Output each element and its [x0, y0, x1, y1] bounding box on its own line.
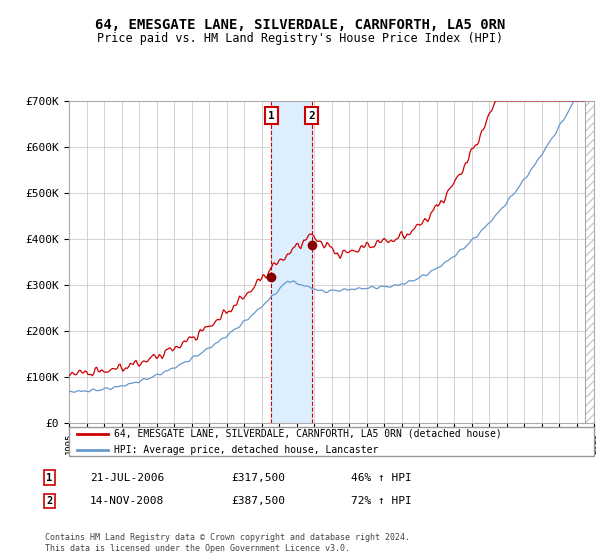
- Text: £317,500: £317,500: [231, 473, 285, 483]
- Text: HPI: Average price, detached house, Lancaster: HPI: Average price, detached house, Lanc…: [113, 445, 378, 455]
- Text: Price paid vs. HM Land Registry's House Price Index (HPI): Price paid vs. HM Land Registry's House …: [97, 32, 503, 45]
- Text: £387,500: £387,500: [231, 496, 285, 506]
- Text: 64, EMESGATE LANE, SILVERDALE, CARNFORTH, LA5 0RN (detached house): 64, EMESGATE LANE, SILVERDALE, CARNFORTH…: [113, 429, 502, 438]
- Text: 64, EMESGATE LANE, SILVERDALE, CARNFORTH, LA5 0RN: 64, EMESGATE LANE, SILVERDALE, CARNFORTH…: [95, 18, 505, 32]
- Bar: [271, 101, 312, 423]
- Text: 46% ↑ HPI: 46% ↑ HPI: [351, 473, 412, 483]
- Text: 72% ↑ HPI: 72% ↑ HPI: [351, 496, 412, 506]
- Text: 2: 2: [308, 110, 315, 120]
- Text: Contains HM Land Registry data © Crown copyright and database right 2024.
This d: Contains HM Land Registry data © Crown c…: [45, 533, 410, 553]
- Text: 14-NOV-2008: 14-NOV-2008: [90, 496, 164, 506]
- FancyBboxPatch shape: [69, 427, 594, 456]
- Text: 21-JUL-2006: 21-JUL-2006: [90, 473, 164, 483]
- Text: 1: 1: [268, 110, 275, 120]
- Text: 2: 2: [46, 496, 52, 506]
- Text: 1: 1: [46, 473, 52, 483]
